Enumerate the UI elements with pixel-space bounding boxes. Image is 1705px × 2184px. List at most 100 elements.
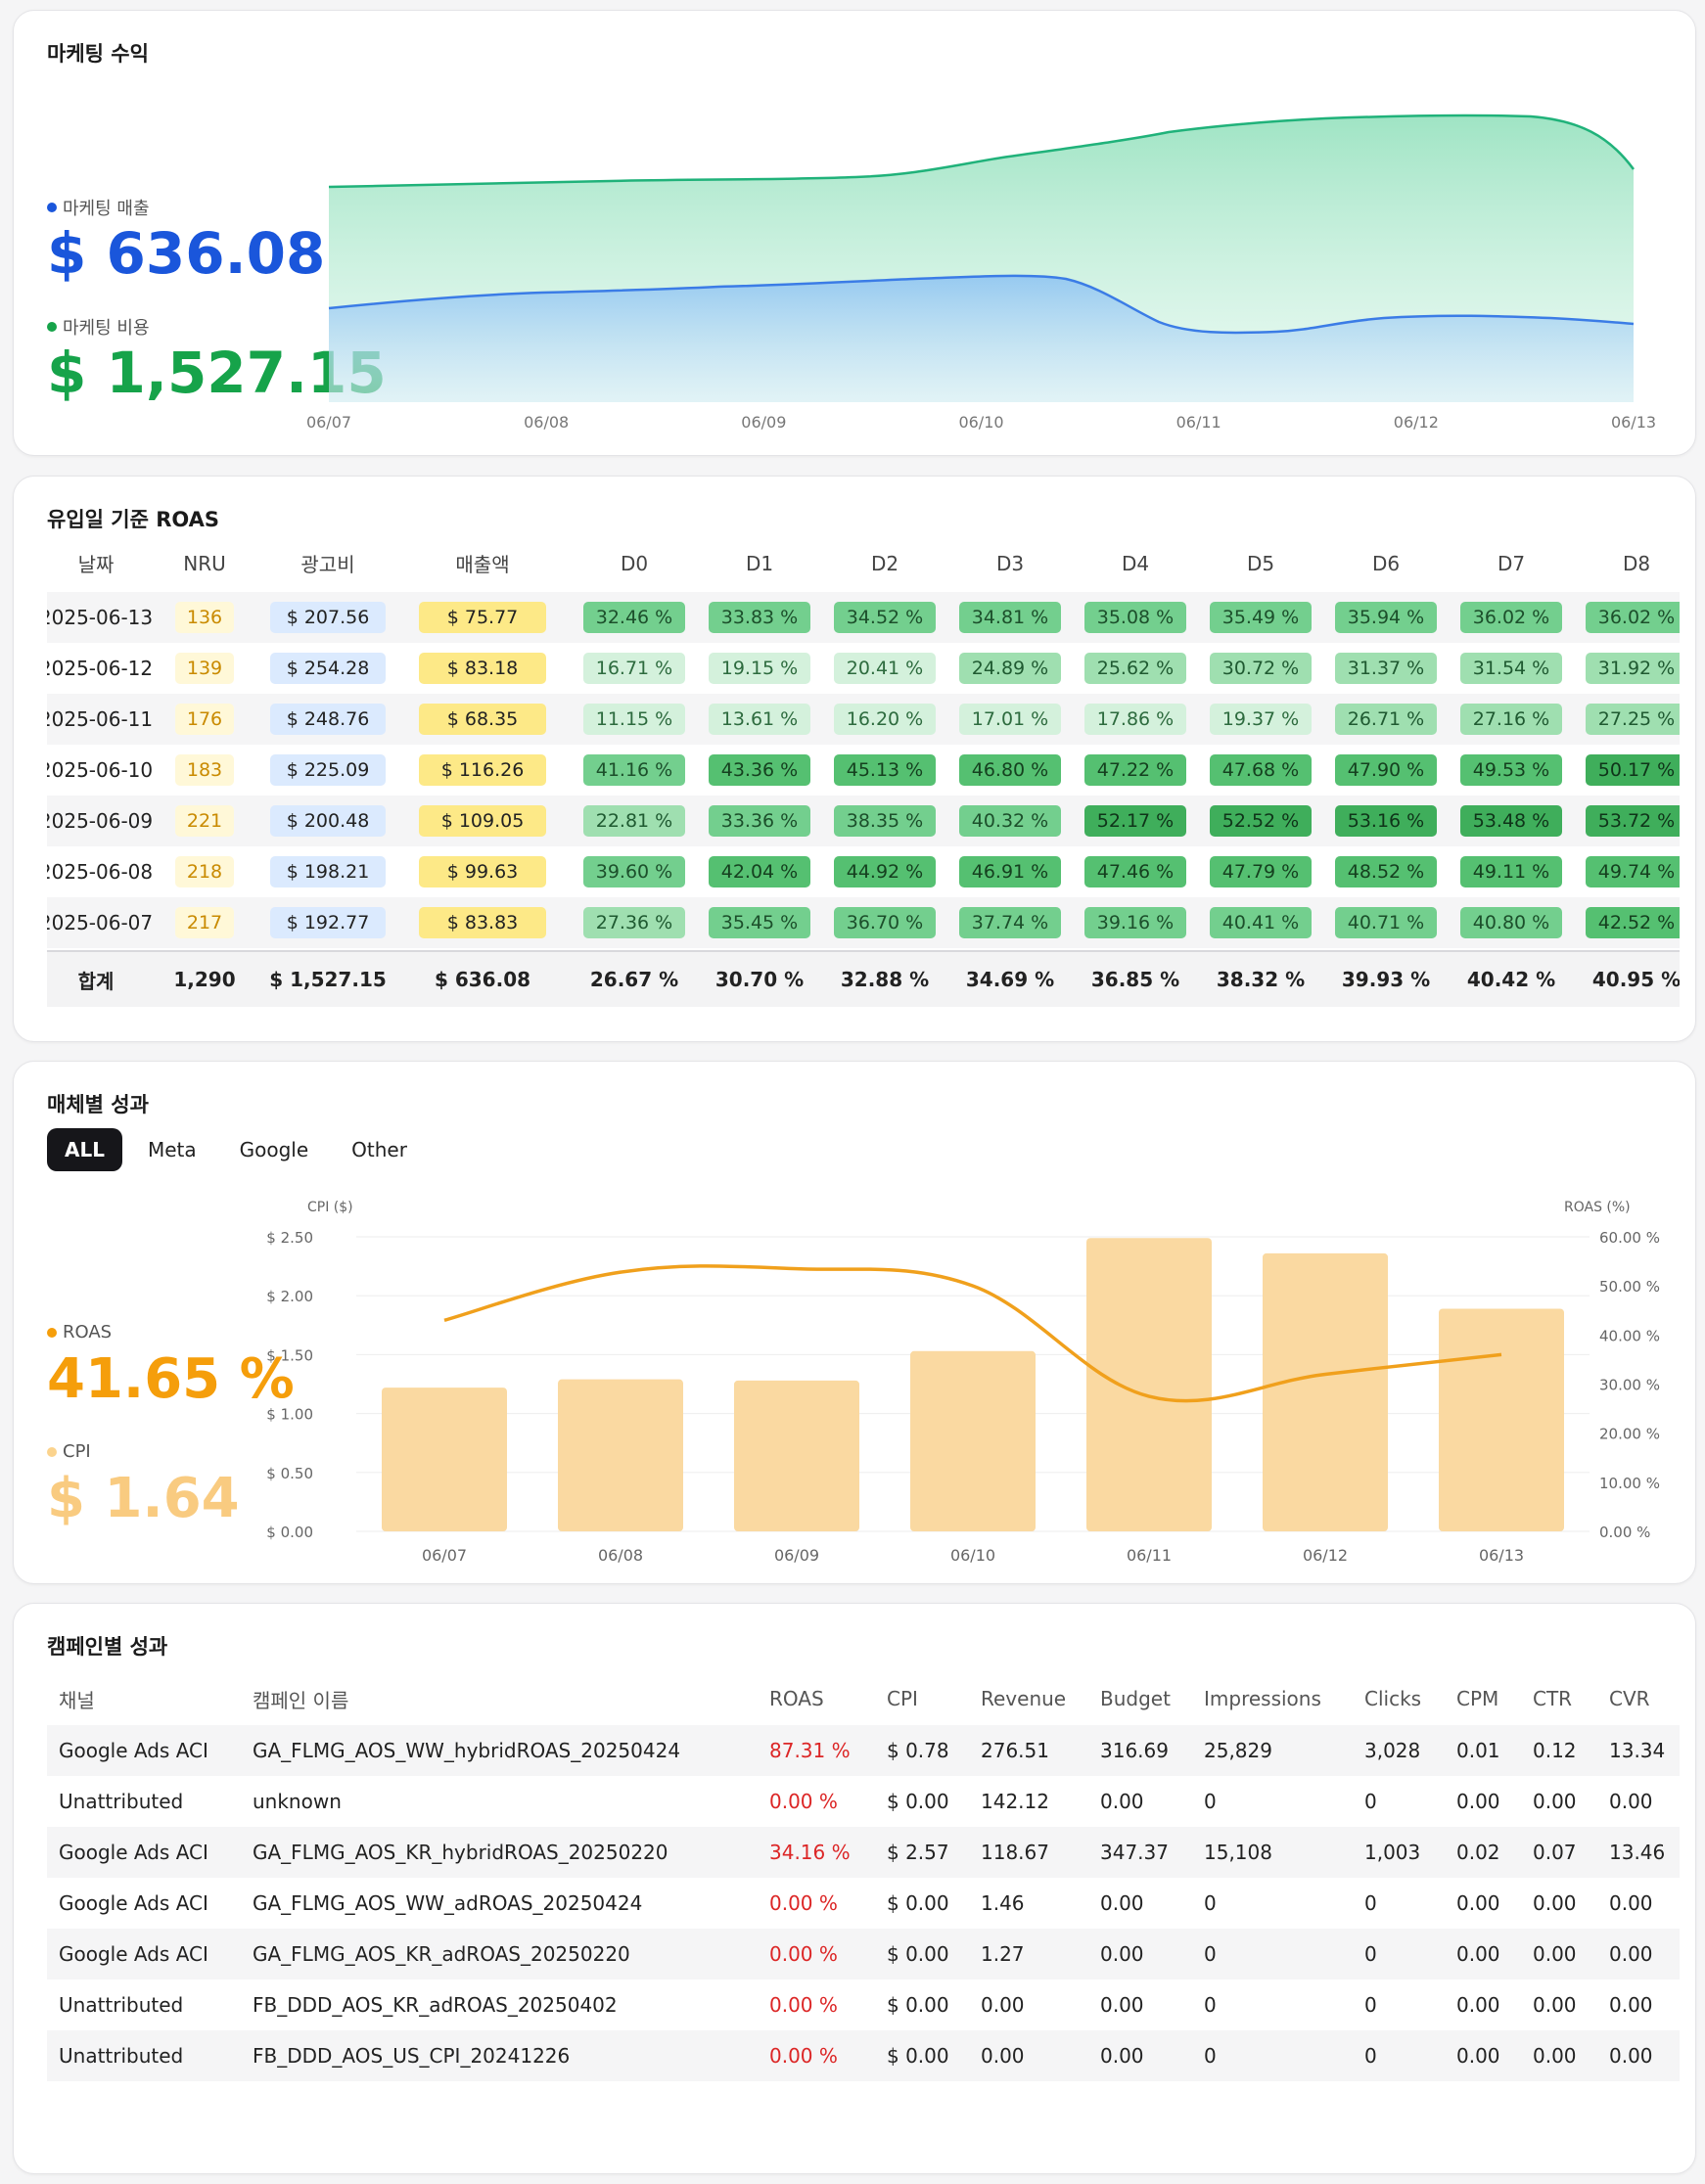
- cpi-bar[interactable]: [910, 1350, 1036, 1531]
- cpi-bar[interactable]: [1086, 1238, 1212, 1531]
- roas-day-cell: 32.46 %: [580, 592, 688, 643]
- roas-table-row[interactable]: 2025-06-12 139 $ 254.28 $ 83.18 16.71 % 19.15…: [47, 643, 1680, 694]
- cpi-bar[interactable]: [1439, 1308, 1564, 1531]
- nru-value: 221: [174, 805, 235, 837]
- roas-table-row[interactable]: 2025-06-09 221 $ 200.48 $ 109.05 22.81 % 33.3…: [47, 796, 1680, 846]
- campaign-table-row[interactable]: Unattributed unknown 0.00 % $ 0.00 142.12 0.0…: [47, 1776, 1680, 1827]
- campaign-cell: 142.12: [981, 1790, 1049, 1813]
- roas-day-cell: 49.74 %: [1583, 846, 1680, 897]
- roas-cost-cell: $ 192.77: [264, 897, 392, 948]
- cpi-bar[interactable]: [734, 1380, 859, 1531]
- roas-y-tick: 30.00 %: [1599, 1377, 1660, 1394]
- roas-day-value: 11.15 %: [583, 704, 685, 735]
- roas-table-row[interactable]: 2025-06-10 183 $ 225.09 $ 116.26 41.16 % 43.3…: [47, 745, 1680, 796]
- campaign-cell: 0: [1364, 1993, 1377, 2017]
- campaign-cell: GA_FLMG_AOS_KR_hybridROAS_20250220: [253, 1841, 668, 1864]
- roas-day-cell: 38.35 %: [831, 796, 939, 846]
- campaign-table-row[interactable]: Google Ads ACI GA_FLMG_AOS_WW_adROAS_2025…: [47, 1878, 1680, 1929]
- area-x-tick: 06/08: [524, 413, 569, 432]
- cpi-bar[interactable]: [558, 1379, 683, 1531]
- roas-cost-cell: $ 254.28: [264, 643, 392, 694]
- roas-day-cell: 49.11 %: [1457, 846, 1565, 897]
- campaign-cell: $ 2.57: [887, 1841, 949, 1864]
- campaign-cell: 0.00: [1456, 2044, 1500, 2068]
- roas-day-cell: 35.94 %: [1332, 592, 1440, 643]
- roas-day-value: 40.32 %: [959, 805, 1061, 837]
- campaign-cell: 0.00: [1456, 1942, 1500, 1966]
- roas-day-value: 35.45 %: [709, 907, 810, 938]
- tab-meta[interactable]: Meta: [147, 1138, 197, 1161]
- tab-all[interactable]: ALL: [47, 1128, 122, 1171]
- campaign-cell: 316.69: [1100, 1739, 1169, 1762]
- campaign-cell: 0.00: [1456, 1993, 1500, 2017]
- marketing-revenue-title: 마케팅 수익: [47, 42, 149, 66]
- campaign-table-row[interactable]: Unattributed FB_DDD_AOS_KR_adROAS_2025040…: [47, 1979, 1680, 2030]
- campaign-cell: 0.00: [1609, 2044, 1653, 2068]
- roas-day-cell: 34.81 %: [956, 592, 1064, 643]
- campaign-performance-card: 캠페인별 성과 채널 캠페인 이름 ROAS CPI Revenue Budget Impr…: [13, 1603, 1696, 2174]
- campaign-header-cell: Revenue: [981, 1687, 1067, 1710]
- roas-day-cell: 31.37 %: [1332, 643, 1440, 694]
- campaign-roas-cell: 34.16 %: [769, 1841, 851, 1864]
- campaign-cell: 0: [1204, 1993, 1217, 2017]
- campaign-table-row[interactable]: Google Ads ACI GA_FLMG_AOS_KR_adROAS_2025…: [47, 1929, 1680, 1979]
- roas-day-value: 48.52 %: [1335, 856, 1437, 887]
- combo-x-tick: 06/12: [1303, 1546, 1348, 1565]
- roas-day-value: 30.72 %: [1210, 653, 1312, 684]
- roas-day-value: 26.71 %: [1335, 704, 1437, 735]
- roas-day-cell: 40.32 %: [956, 796, 1064, 846]
- roas-day-value: 20.41 %: [834, 653, 936, 684]
- campaign-cell: 0.00: [1456, 1891, 1500, 1915]
- roas-total-cell: 36.85 %: [1090, 968, 1180, 991]
- roas-day-cell: 36.02 %: [1583, 592, 1680, 643]
- roas-day-cell: 19.37 %: [1207, 694, 1314, 745]
- roas-table-row[interactable]: 2025-06-08 218 $ 198.21 $ 99.63 39.60 % 42.04…: [47, 846, 1680, 897]
- roas-y-tick: 40.00 %: [1599, 1327, 1660, 1344]
- campaign-cell: 0.01: [1456, 1739, 1500, 1762]
- roas-day-cell: 43.36 %: [706, 745, 813, 796]
- roas-nru-cell: 183: [161, 745, 249, 796]
- roas-table-row[interactable]: 2025-06-13 136 $ 207.56 $ 75.77 32.46 % 33.83…: [47, 592, 1680, 643]
- nru-value: 217: [174, 907, 235, 938]
- roas-day-value: 39.16 %: [1084, 907, 1186, 938]
- roas-total-cell: 34.69 %: [965, 968, 1055, 991]
- roas-day-value: 45.13 %: [834, 754, 936, 786]
- campaign-table-row[interactable]: Google Ads ACI GA_FLMG_AOS_WW_hybridROAS_…: [47, 1725, 1680, 1776]
- cost-line: [328, 114, 1636, 189]
- cost-value: $ 192.77: [270, 907, 386, 938]
- roas-total-cell: 1,290: [173, 968, 236, 991]
- roas-revenue-cell: $ 75.77: [409, 592, 556, 643]
- roas-day-cell: 33.36 %: [706, 796, 813, 846]
- cpi-bar[interactable]: [1263, 1252, 1388, 1531]
- cost-value: $ 207.56: [270, 602, 386, 633]
- roas-table-header: 날짜 NRU 광고비 매출액 D0 D1 D2 D3 D4 D5 D6 D7 D8: [47, 541, 1680, 585]
- roas-day-value: 53.72 %: [1586, 805, 1680, 837]
- tab-other[interactable]: Other: [351, 1138, 407, 1161]
- cpi-bar[interactable]: [382, 1388, 507, 1531]
- tab-google[interactable]: Google: [239, 1138, 309, 1161]
- campaign-cell: 0.00: [981, 2044, 1025, 2068]
- roas-day-value: 36.70 %: [834, 907, 936, 938]
- campaign-table-row[interactable]: Google Ads ACI GA_FLMG_AOS_KR_hybridROAS_…: [47, 1827, 1680, 1878]
- roas-header-cell: D1: [745, 551, 774, 575]
- roas-table-row[interactable]: 2025-06-07 217 $ 192.77 $ 83.83 27.36 % 35.45…: [47, 897, 1680, 948]
- revenue-value: $ 68.35: [419, 704, 546, 735]
- cpi-y-tick: $ 0.00: [266, 1524, 313, 1541]
- roas-day-cell: 13.61 %: [706, 694, 813, 745]
- roas-day-value: 35.49 %: [1210, 602, 1312, 633]
- roas-total-cell: 26.67 %: [589, 968, 679, 991]
- roas-day-cell: 30.72 %: [1207, 643, 1314, 694]
- roas-header-cell: 날짜: [77, 553, 115, 576]
- roas-cohort-table: 날짜 NRU 광고비 매출액 D0 D1 D2 D3 D4 D5 D6 D7 D8 2025-06-13 1…: [47, 541, 1680, 1030]
- roas-table-row[interactable]: 2025-06-11 176 $ 248.76 $ 68.35 11.15 % 13.61…: [47, 694, 1680, 745]
- roas-revenue-cell: $ 83.83: [409, 897, 556, 948]
- roas-header-cell: NRU: [183, 551, 226, 575]
- cpi-y-tick: $ 1.00: [266, 1406, 313, 1424]
- roas-day-cell: 31.92 %: [1583, 643, 1680, 694]
- roas-y-tick: 20.00 %: [1599, 1426, 1660, 1443]
- roas-day-cell: 47.79 %: [1207, 846, 1314, 897]
- campaign-cell: 1.27: [981, 1942, 1025, 1966]
- campaign-table-row[interactable]: Unattributed FB_DDD_AOS_US_CPI_20241226 0.…: [47, 2030, 1680, 2081]
- roas-revenue-cell: $ 68.35: [409, 694, 556, 745]
- nru-value: 139: [174, 653, 235, 684]
